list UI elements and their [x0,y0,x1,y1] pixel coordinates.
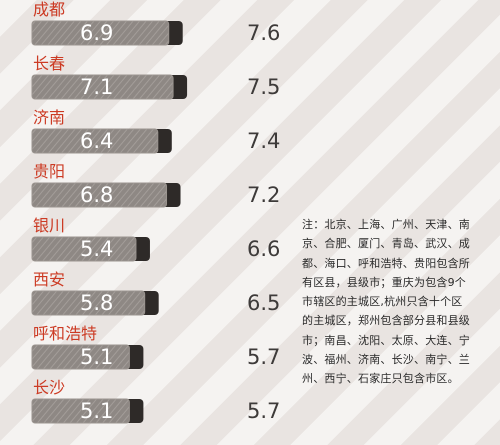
chart-row: 贵阳 6.8 7.2 [31,162,280,208]
bar-value-label: 5.1 [80,345,113,369]
chart-row: 西安 5.8 6.5 [31,270,280,316]
series-2-value-label: 5.7 [247,345,280,369]
bar-value-label: 6.8 [80,183,113,207]
chart-row: 银川 5.4 6.6 [31,216,280,262]
bar-value-label: 5.4 [80,237,113,261]
chart-row: 济南 6.4 7.4 [31,108,280,154]
series-2-value-label: 7.4 [247,129,280,153]
chart-row: 成都 6.9 7.6 [31,0,280,46]
bar-series-1 [31,344,130,370]
bar-series-1 [31,182,168,208]
bar-value-label: 7.1 [80,75,113,99]
category-label: 成都 [33,0,65,19]
category-label: 呼和浩特 [33,324,97,343]
chart-row: 长春 7.1 7.5 [31,54,280,100]
category-label: 长沙 [33,378,65,397]
bar-series-1 [31,236,137,262]
footnote: 注：北京、上海、广州、天津、南京、合肥、厦门、青岛、武汉、成都、海口、呼和浩特、… [302,218,470,386]
category-label: 银川 [33,216,65,235]
bar-series-1 [31,290,146,316]
bar-series-1 [31,20,170,46]
bar-value-label: 6.4 [80,129,113,153]
bar-series-1 [31,398,130,424]
series-2-value-label: 7.6 [247,21,280,45]
bar-series-1 [31,74,174,100]
category-label: 济南 [33,108,65,127]
series-2-value-label: 5.7 [247,399,280,423]
category-label: 西安 [33,270,65,289]
category-label: 长春 [33,54,65,73]
category-label: 贵阳 [33,162,65,181]
series-2-value-label: 7.5 [247,75,280,99]
series-2-value-label: 6.5 [247,291,280,315]
bar-series-1 [31,128,159,154]
chart-row: 呼和浩特 5.1 5.7 [31,324,280,370]
bar-value-label: 5.8 [80,291,113,315]
series-2-value-label: 6.6 [247,237,280,261]
bar-value-label: 5.1 [80,399,113,423]
chart-row: 长沙 5.1 5.7 [31,378,280,424]
bar-value-label: 6.9 [80,21,113,45]
series-2-value-label: 7.2 [247,183,280,207]
